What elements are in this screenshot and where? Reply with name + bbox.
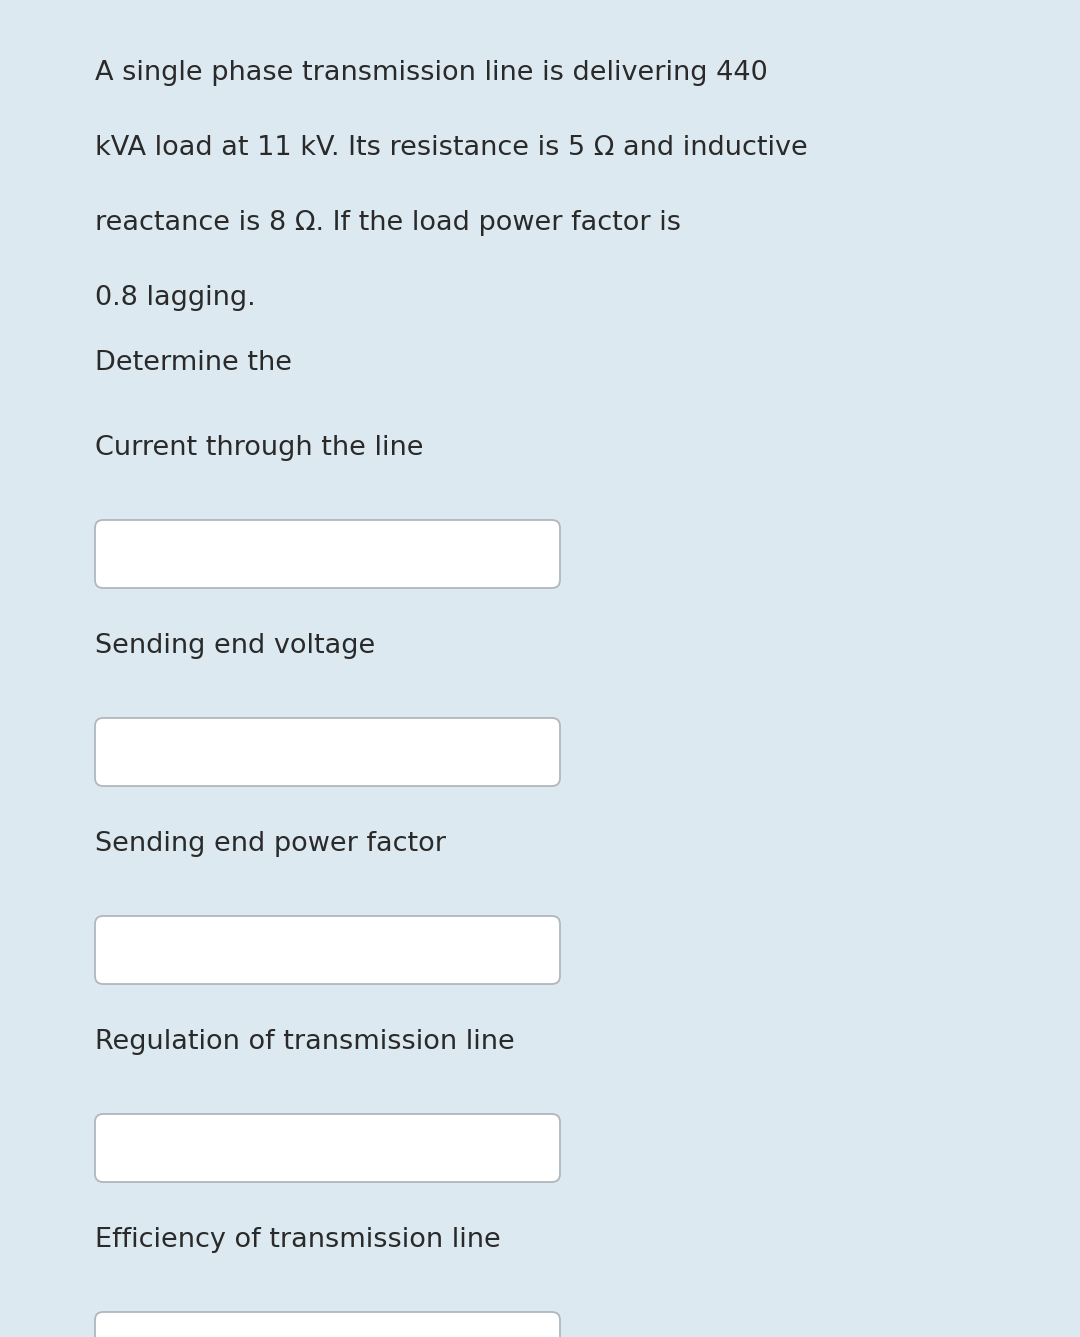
Text: Efficiency of transmission line: Efficiency of transmission line (95, 1227, 501, 1253)
Text: reactance is 8 Ω. If the load power factor is: reactance is 8 Ω. If the load power fact… (95, 210, 681, 237)
FancyBboxPatch shape (95, 1312, 561, 1337)
Text: Determine the: Determine the (95, 350, 292, 376)
FancyBboxPatch shape (95, 1114, 561, 1182)
Text: kVA load at 11 kV. Its resistance is 5 Ω and inductive: kVA load at 11 kV. Its resistance is 5 Ω… (95, 135, 808, 160)
Text: 0.8 lagging.: 0.8 lagging. (95, 285, 256, 312)
Text: Regulation of transmission line: Regulation of transmission line (95, 1029, 515, 1055)
Text: A single phase transmission line is delivering 440: A single phase transmission line is deli… (95, 60, 768, 86)
Text: Sending end voltage: Sending end voltage (95, 632, 375, 659)
Text: Current through the line: Current through the line (95, 435, 423, 461)
FancyBboxPatch shape (95, 916, 561, 984)
FancyBboxPatch shape (95, 520, 561, 588)
Text: Sending end power factor: Sending end power factor (95, 832, 446, 857)
FancyBboxPatch shape (95, 718, 561, 786)
